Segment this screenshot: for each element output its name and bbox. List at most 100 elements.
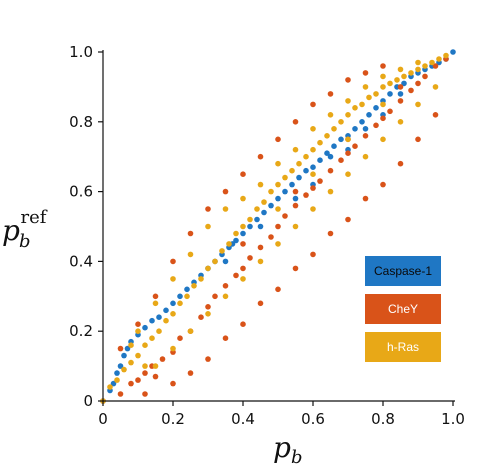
point-h-Ras-59 <box>292 146 299 153</box>
point-h-Ras-53 <box>187 251 194 258</box>
point-h-Ras-19 <box>233 230 239 237</box>
point-CheY-28 <box>345 150 351 156</box>
point-CheY-36 <box>415 80 421 87</box>
point-h-Ras-48 <box>436 56 442 62</box>
point-h-Ras-57 <box>257 181 264 188</box>
point-CheY-34 <box>397 98 404 104</box>
point-CheY-30 <box>362 133 369 139</box>
point-Caspase-1-35 <box>324 150 330 156</box>
point-h-Ras-67 <box>152 363 159 369</box>
point-h-Ras-33 <box>331 126 337 132</box>
point-h-Ras-72 <box>240 276 246 282</box>
axes <box>98 50 455 406</box>
legend-swatch-CheY <box>365 294 441 324</box>
point-CheY-61 <box>292 265 299 272</box>
point-CheY-56 <box>205 356 211 362</box>
point-CheY-51 <box>345 77 351 83</box>
point-CheY-3 <box>135 377 141 383</box>
point-h-Ras-7 <box>149 335 155 342</box>
point-Caspase-1-58 <box>327 153 334 160</box>
point-h-Ras-62 <box>345 98 351 104</box>
point-h-Ras-17 <box>219 248 225 254</box>
point-h-Ras-55 <box>222 206 229 212</box>
point-CheY-21 <box>282 213 288 219</box>
point-Caspase-1-32 <box>303 167 309 174</box>
legend: Caspase-1 CheY h-Ras <box>365 256 441 362</box>
point-CheY-13 <box>212 293 218 300</box>
point-Caspase-1-22 <box>233 237 239 244</box>
x-tick-label-5: 1.0 <box>441 410 465 428</box>
point-Caspase-1-37 <box>338 136 344 143</box>
point-CheY-17 <box>247 255 253 261</box>
point-h-Ras-16 <box>212 258 218 265</box>
point-CheY-53 <box>380 63 386 69</box>
point-h-Ras-63 <box>362 84 369 90</box>
point-h-Ras-83 <box>432 84 439 90</box>
point-Caspase-1-53 <box>450 49 456 55</box>
point-CheY-26 <box>327 167 334 174</box>
legend-label-h-Ras: h-Ras <box>387 340 419 354</box>
point-h-Ras-58 <box>275 160 281 167</box>
point-CheY-23 <box>303 192 309 198</box>
legend-swatch-h-Ras <box>365 332 441 362</box>
point-h-Ras-70 <box>205 311 211 317</box>
point-Caspase-1-31 <box>296 174 302 181</box>
point-CheY-72 <box>142 391 148 397</box>
point-h-Ras-76 <box>310 206 316 212</box>
point-h-Ras-10 <box>170 311 176 317</box>
point-CheY-60 <box>275 286 281 293</box>
point-h-Ras-18 <box>226 241 232 247</box>
point-CheY-49 <box>310 101 316 108</box>
point-CheY-76 <box>397 84 404 90</box>
point-CheY-55 <box>187 370 194 376</box>
point-Caspase-1-25 <box>254 216 260 223</box>
point-CheY-6 <box>152 373 159 380</box>
point-h-Ras-23 <box>261 199 267 205</box>
point-h-Ras-1 <box>107 384 113 390</box>
point-h-Ras-86 <box>275 206 281 212</box>
point-Caspase-1-42 <box>373 105 379 111</box>
point-CheY-68 <box>415 136 421 143</box>
point-CheY-37 <box>422 73 428 80</box>
point-h-Ras-28 <box>296 160 302 167</box>
point-CheY-12 <box>205 304 211 310</box>
series-h-Ras <box>100 52 449 404</box>
point-Caspase-1-36 <box>331 143 337 149</box>
point-h-Ras-21 <box>247 216 253 223</box>
point-CheY-25 <box>317 178 323 184</box>
point-h-Ras-43 <box>401 73 407 80</box>
point-h-Ras-49 <box>443 52 449 59</box>
point-h-Ras-4 <box>128 359 134 366</box>
point-h-Ras-5 <box>135 352 141 359</box>
point-h-Ras-89 <box>380 101 386 108</box>
point-Caspase-1-5 <box>121 352 127 359</box>
point-Caspase-1-13 <box>170 300 176 307</box>
point-CheY-32 <box>380 115 386 122</box>
point-CheY-62 <box>310 251 316 258</box>
point-CheY-54 <box>170 380 176 387</box>
point-CheY-31 <box>373 122 379 129</box>
point-h-Ras-56 <box>240 195 246 202</box>
point-Caspase-1-23 <box>240 230 246 237</box>
point-h-Ras-35 <box>345 112 351 118</box>
y-tick-label-4: 0.8 <box>69 113 93 131</box>
point-Caspase-1-4 <box>117 363 124 369</box>
point-h-Ras-3 <box>121 366 127 373</box>
point-h-Ras-36 <box>352 105 358 111</box>
point-CheY-11 <box>198 314 204 321</box>
point-Caspase-1-9 <box>142 324 148 331</box>
point-h-Ras-75 <box>292 223 299 230</box>
point-h-Ras-9 <box>163 317 169 324</box>
point-Caspase-1-34 <box>317 157 323 163</box>
point-Caspase-1-57 <box>292 195 299 202</box>
point-CheY-38 <box>432 63 439 69</box>
point-Caspase-1-15 <box>184 286 190 293</box>
point-Caspase-1-6 <box>124 345 131 352</box>
point-CheY-63 <box>327 230 334 237</box>
point-h-Ras-79 <box>362 153 369 160</box>
point-CheY-7 <box>159 356 166 362</box>
point-Caspase-1-46 <box>401 80 407 87</box>
y-tick-label-0: 0 <box>83 392 93 410</box>
point-h-Ras-22 <box>254 206 260 212</box>
